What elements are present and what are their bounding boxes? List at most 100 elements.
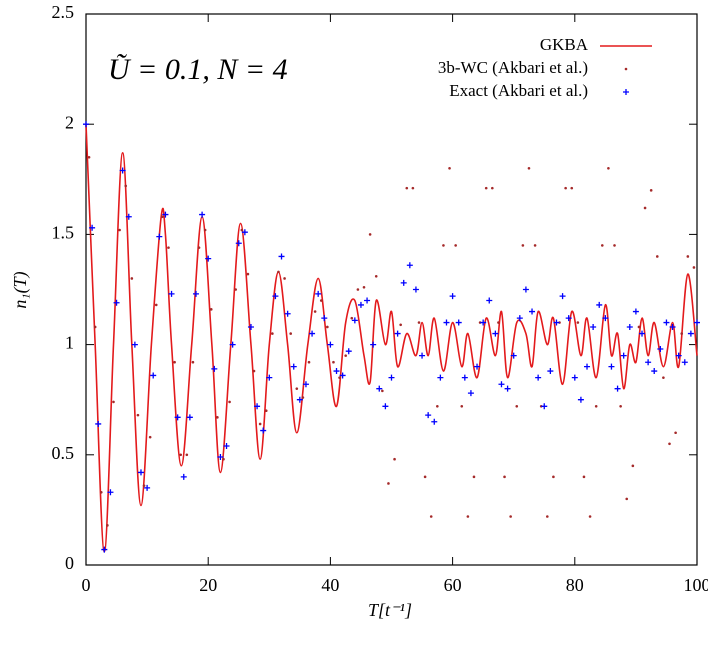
plus-marker	[687, 330, 694, 337]
y-tick-label: 1	[65, 333, 74, 353]
dot	[240, 228, 244, 232]
dot	[112, 400, 115, 404]
plus-marker	[125, 213, 132, 220]
dot	[515, 405, 519, 408]
plus-marker	[345, 348, 352, 355]
dot	[362, 285, 366, 289]
dot	[118, 228, 121, 232]
plus-marker	[382, 403, 389, 410]
dot	[564, 186, 567, 190]
dot	[295, 387, 299, 390]
plus-marker	[229, 341, 236, 348]
dot	[234, 288, 237, 291]
dot	[393, 457, 396, 461]
dot	[350, 316, 354, 320]
plus-marker	[174, 414, 181, 421]
y-tick-label: 0	[65, 553, 74, 573]
plus-marker	[486, 297, 493, 304]
dot	[405, 186, 409, 190]
dot	[484, 186, 488, 190]
plus-marker	[559, 293, 566, 300]
plus-marker	[156, 233, 163, 240]
dot	[228, 400, 231, 404]
legend-label: 3b-WC (Akbari et al.)	[438, 58, 588, 77]
dot	[87, 155, 91, 159]
plus-marker	[339, 372, 346, 379]
x-tick-label: 0	[82, 575, 91, 595]
plus-marker	[357, 301, 364, 308]
plus-marker	[296, 396, 303, 403]
dot	[283, 277, 286, 280]
plus-marker	[333, 368, 340, 375]
plus-marker	[498, 381, 505, 388]
dot	[619, 405, 622, 408]
x-tick-label: 20	[199, 575, 217, 595]
plus-marker	[443, 319, 450, 326]
dot	[319, 299, 323, 302]
plus-marker	[632, 308, 639, 315]
dot	[411, 186, 415, 190]
x-tick-label: 60	[444, 575, 462, 595]
plus-marker	[260, 427, 267, 434]
plus-marker	[247, 323, 254, 330]
plus-marker	[309, 330, 316, 337]
dot	[625, 497, 629, 501]
y-tick-label: 0.5	[52, 443, 75, 463]
plus-marker	[315, 290, 322, 297]
dot	[252, 369, 256, 373]
plus-marker	[565, 315, 572, 322]
plus-marker	[278, 253, 285, 260]
y-tick-label: 1.5	[52, 223, 75, 243]
plus-marker	[412, 286, 419, 293]
dot	[546, 515, 549, 518]
dot	[307, 360, 311, 364]
y-tick-label: 2.5	[52, 2, 75, 22]
plus-marker	[211, 365, 218, 372]
dot	[497, 321, 500, 324]
dot	[533, 244, 537, 247]
dot	[216, 416, 219, 419]
legend-label: GKBA	[540, 35, 589, 54]
dot	[527, 166, 531, 170]
dot	[662, 376, 665, 379]
dot	[399, 323, 402, 327]
plus-marker	[547, 368, 554, 375]
dot	[277, 270, 280, 274]
plus-marker	[614, 385, 621, 392]
dot	[521, 244, 525, 247]
plus-marker	[516, 315, 523, 322]
plus-marker	[272, 293, 279, 300]
dot	[356, 288, 360, 291]
dot	[491, 186, 494, 190]
plus-marker	[571, 374, 578, 381]
dot	[374, 274, 378, 278]
y-tick-label: 2	[65, 112, 74, 132]
dot	[423, 475, 427, 479]
plus-marker	[620, 352, 627, 359]
dot	[460, 405, 464, 408]
dot	[271, 332, 274, 335]
plus-marker	[474, 363, 481, 370]
plus-marker	[192, 290, 199, 297]
plus-marker	[107, 489, 114, 496]
dot	[387, 482, 390, 485]
plus-marker	[437, 374, 444, 381]
plus-marker	[290, 363, 297, 370]
dot	[643, 206, 647, 210]
x-tick-label: 40	[321, 575, 339, 595]
dot	[417, 321, 421, 324]
dot	[185, 453, 189, 457]
dot	[594, 405, 598, 408]
plus-marker	[131, 341, 138, 348]
plus-marker	[406, 262, 413, 269]
dot	[588, 515, 592, 518]
dot	[570, 186, 574, 190]
dot	[106, 524, 109, 527]
plus-marker	[510, 352, 517, 359]
plus-marker	[529, 308, 536, 315]
dot	[289, 332, 292, 335]
plus-marker	[669, 323, 676, 330]
dot	[686, 255, 690, 258]
plus-marker	[83, 121, 89, 128]
plus-marker	[541, 403, 548, 410]
